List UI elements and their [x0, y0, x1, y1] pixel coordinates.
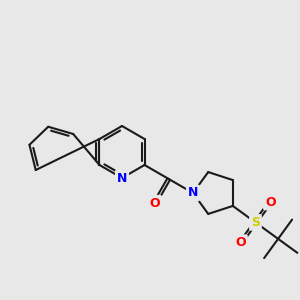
Text: O: O: [265, 196, 276, 208]
Text: S: S: [251, 216, 260, 229]
Text: O: O: [149, 197, 160, 210]
Text: N: N: [188, 187, 198, 200]
Text: N: N: [117, 172, 127, 184]
Text: O: O: [235, 236, 246, 249]
